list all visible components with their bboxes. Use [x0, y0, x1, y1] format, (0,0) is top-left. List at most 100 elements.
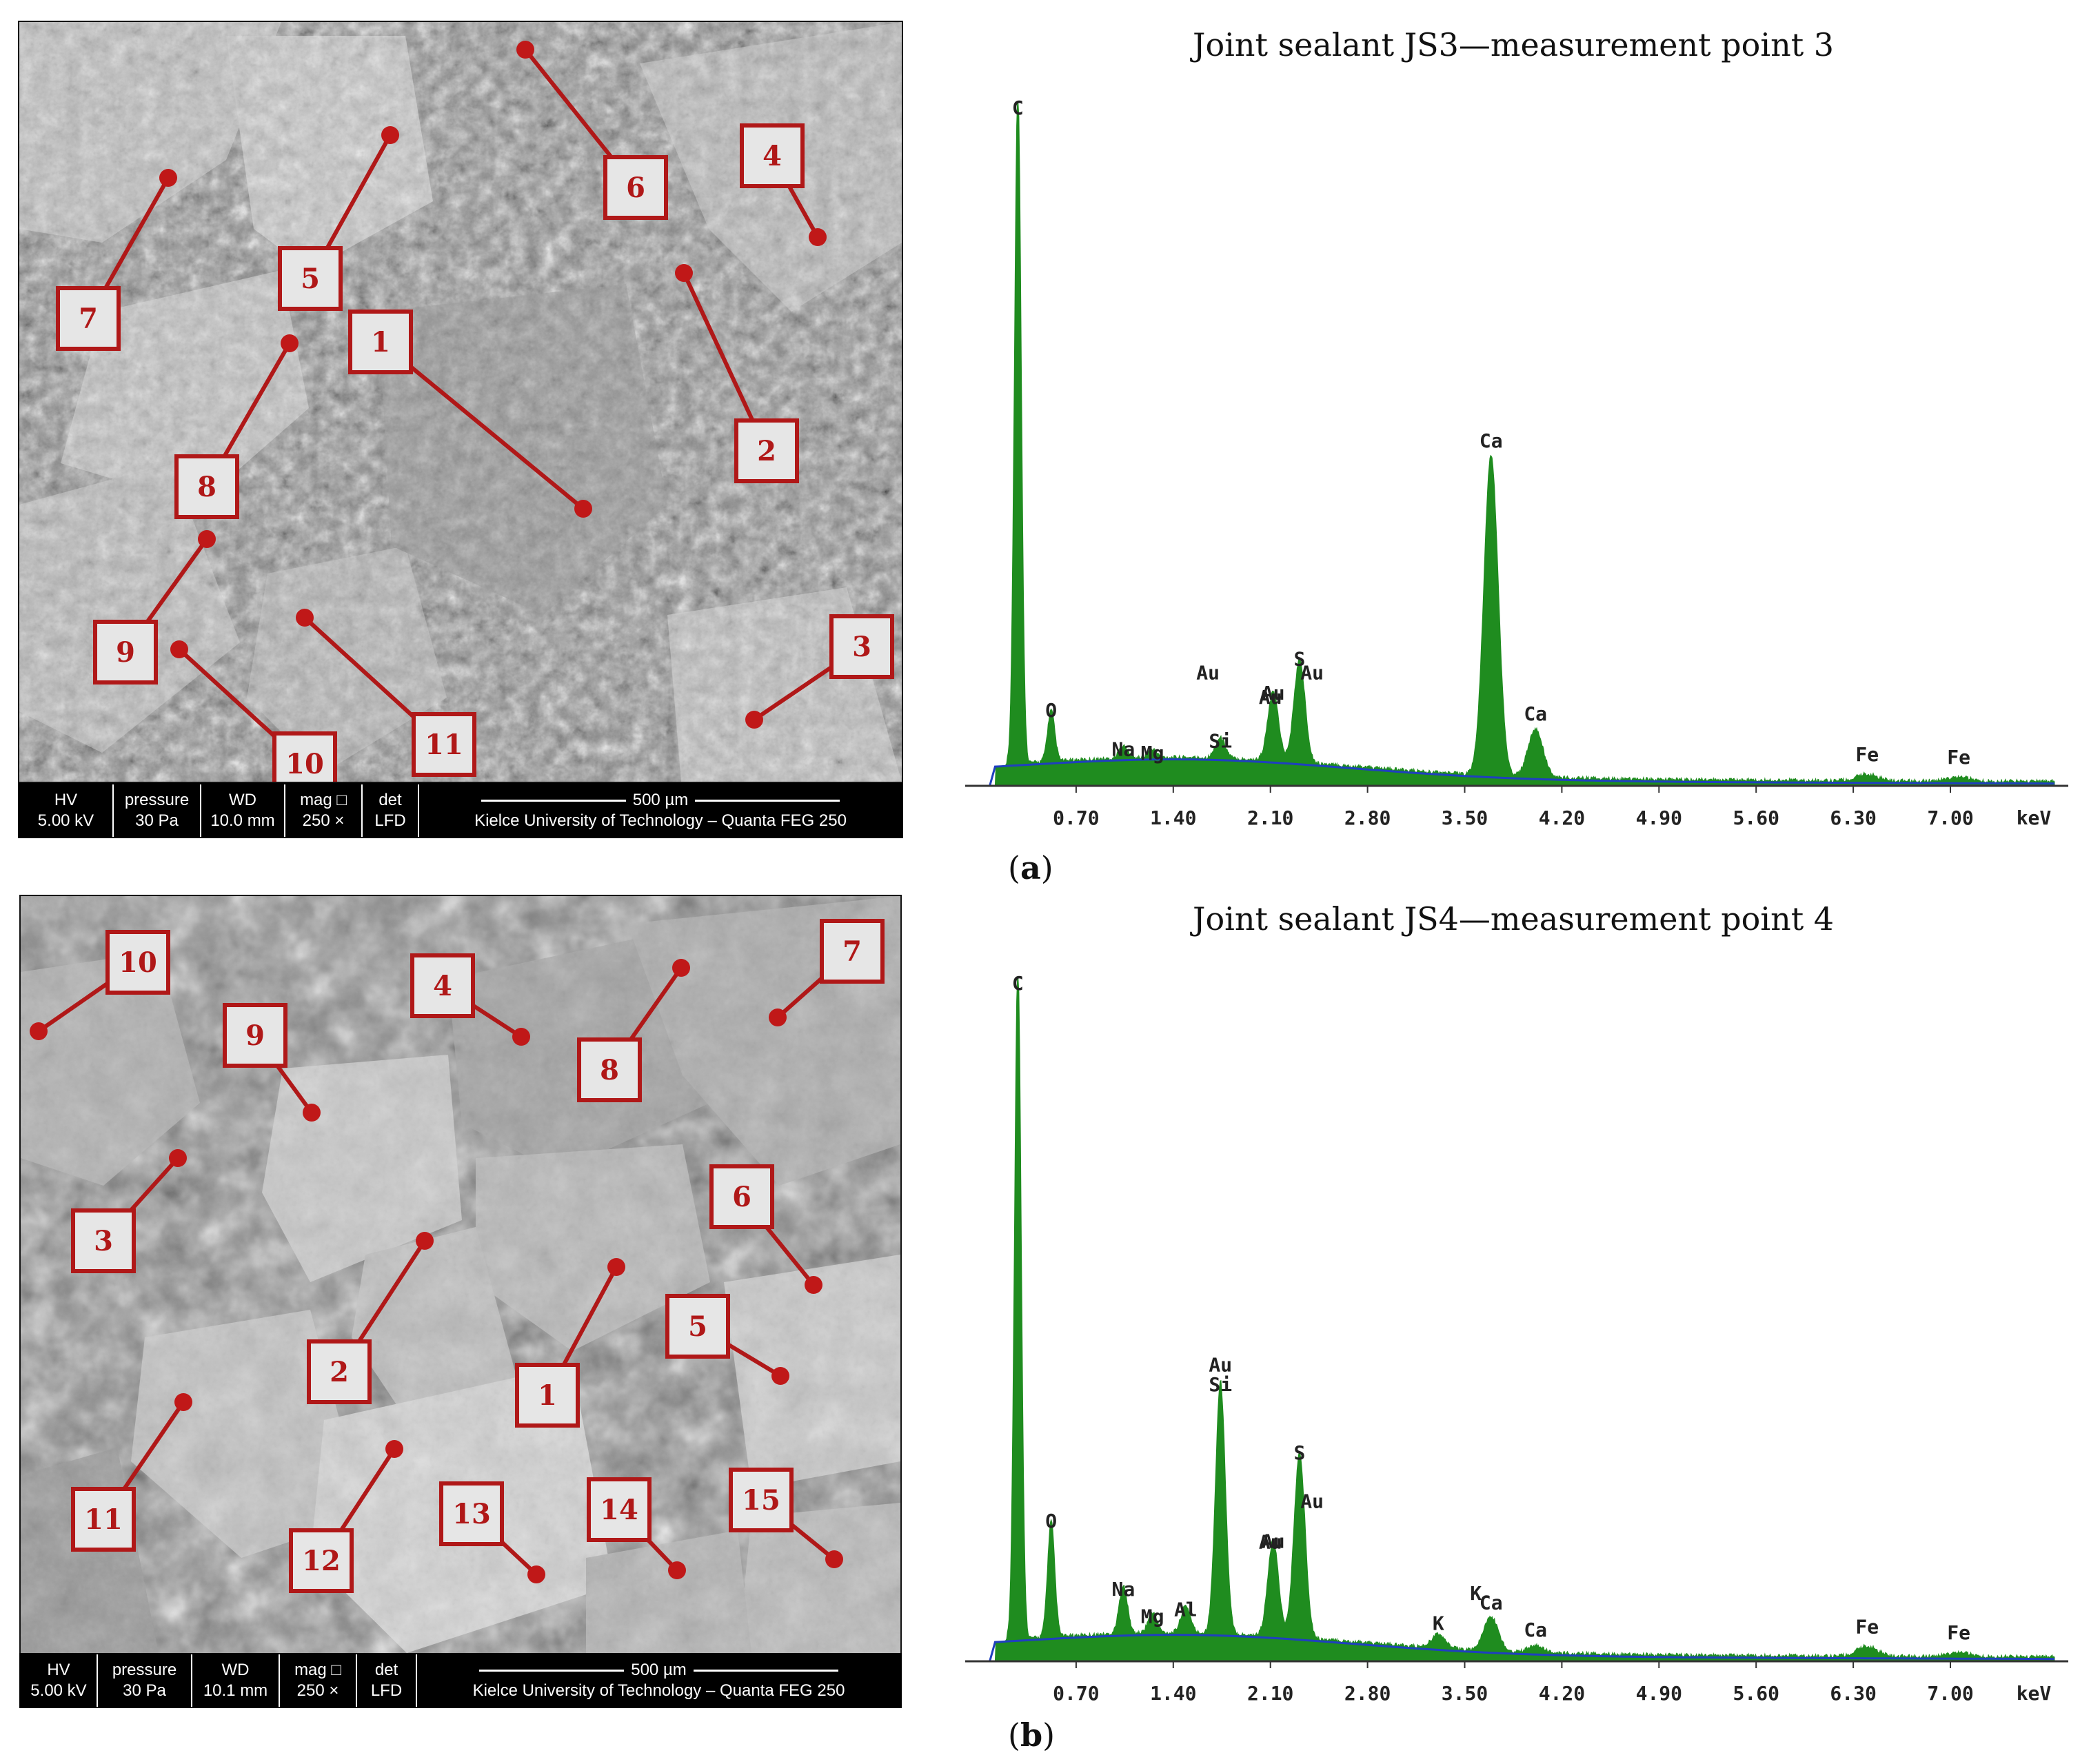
measurement-point-dot	[159, 169, 177, 187]
peak-label: Na	[1111, 738, 1135, 760]
hv-label: HV	[47, 1661, 70, 1679]
x-axis-label: keV	[2017, 807, 2052, 829]
spectrum-area	[979, 103, 2055, 787]
measurement-point-dot	[574, 500, 592, 518]
measurement-point-label: 4	[433, 970, 452, 1002]
measurement-point-box	[729, 1468, 794, 1532]
x-tick-label: 2.10	[1247, 807, 1293, 829]
measurement-point-dot	[381, 126, 399, 144]
panel-label-a-letter: a	[1020, 849, 1041, 886]
mag-label: mag □	[300, 791, 347, 809]
measurement-point-dot	[296, 609, 314, 627]
sem-info-bar-a: HV 5.00 kV pressure 30 Pa WD 10.0 mm mag □ 2…	[18, 783, 903, 838]
peak-label: Au	[1262, 1530, 1285, 1553]
measurement-point-dot	[771, 1367, 789, 1385]
measurement-point-dot	[745, 711, 763, 729]
x-tick-label: 5.60	[1733, 1682, 1779, 1705]
peak-label: Fe	[1855, 743, 1879, 766]
spectrum-area	[979, 978, 2055, 1662]
measurement-point-box	[709, 1164, 774, 1229]
measurement-point-dot	[169, 1149, 187, 1167]
peak-label: Au	[1262, 682, 1285, 704]
measurement-point-label: 1	[538, 1379, 557, 1412]
x-tick-label: 4.20	[1539, 1682, 1585, 1705]
measurement-point-box	[577, 1037, 642, 1102]
sem-image-a: 1 2 3 4 5 6 7 8 9 10 11	[18, 21, 903, 783]
x-tick-label: 2.80	[1344, 807, 1391, 829]
measurement-point-box	[820, 919, 885, 984]
x-tick-label: 2.10	[1247, 1682, 1293, 1705]
det-label: det	[374, 1661, 398, 1679]
measurement-point-box	[93, 620, 158, 685]
measurement-point-label: 11	[425, 729, 463, 761]
pressure-cell: pressure 30 Pa	[98, 1654, 192, 1707]
measurement-point-label: 2	[757, 435, 776, 467]
measurement-point-dot	[281, 334, 299, 352]
wd-cell: WD 10.1 mm	[192, 1654, 280, 1707]
spectrum-chart-b: 0.70 1.40 2.10 2.80 3.50 4.20 4.90 5.60 6.30 7.00…	[965, 972, 2068, 1705]
peak-label: Fe	[1855, 1615, 1879, 1638]
pressure-label: pressure	[112, 1661, 177, 1679]
peak-label: Ca	[1524, 702, 1547, 725]
sem-info-bar-b: HV 5.00 kV pressure 30 Pa WD 10.1 mm mag □ 2…	[19, 1653, 902, 1708]
measurement-point-box	[71, 1487, 136, 1552]
measurement-point-dot	[198, 530, 216, 548]
callout-leader-line	[379, 340, 585, 511]
measurement-point-box	[289, 1528, 354, 1593]
peak-label: C	[1012, 972, 1024, 995]
measurement-point-label: 11	[84, 1503, 123, 1536]
x-tick-label: 6.30	[1830, 807, 1876, 829]
measurement-point-label: 3	[94, 1225, 113, 1257]
panel-label-a-close: )	[1040, 849, 1053, 886]
measurement-point-dot	[416, 1232, 434, 1250]
measurement-point-box	[71, 1208, 136, 1273]
measurement-point-box	[348, 310, 413, 374]
scale-value: 500 µm	[631, 1661, 687, 1679]
measurement-point-dot	[516, 41, 534, 59]
measurement-point-dot	[303, 1104, 321, 1122]
measurement-point-dot	[805, 1276, 822, 1294]
measurement-point-box	[740, 123, 805, 188]
x-tick-label: 3.50	[1442, 1682, 1488, 1705]
measurement-point-label: 9	[245, 1020, 265, 1052]
measurement-point-dot	[607, 1258, 625, 1276]
measurement-point-dot	[672, 959, 690, 977]
measurement-point-dot	[825, 1550, 843, 1568]
measurement-point-dot	[170, 640, 188, 658]
peak-label: Au	[1259, 686, 1282, 709]
measurement-point-box	[515, 1363, 580, 1428]
scale-bar: 500 µm	[481, 790, 840, 811]
wd-value: 10.0 mm	[210, 811, 275, 830]
institution: Kielce University of Technology – Quanta…	[472, 1681, 845, 1700]
mag-cell: mag □ 250 ×	[285, 784, 363, 837]
measurement-point-label: 14	[600, 1494, 638, 1526]
measurement-point-box	[174, 454, 239, 519]
measurement-point-box	[272, 731, 337, 782]
peak-label: Ca	[1480, 429, 1503, 452]
scale-cell: 500 µm Kielce University of Technology –…	[419, 784, 902, 837]
x-tick-label: 5.60	[1733, 807, 1779, 829]
measurement-point-box	[587, 1477, 652, 1542]
panel-label-a-open: (	[1008, 849, 1020, 886]
x-axis-label: keV	[2017, 1682, 2052, 1705]
pressure-label: pressure	[124, 791, 190, 809]
mag-value: 250 ×	[296, 1681, 339, 1700]
measurement-point-box	[603, 155, 668, 220]
measurement-point-label: 10	[285, 748, 324, 780]
measurement-point-dot	[769, 1008, 787, 1026]
measurement-point-dot	[30, 1022, 48, 1040]
measurement-point-label: 5	[301, 263, 320, 295]
peak-label: Si	[1209, 1373, 1232, 1396]
measurement-point-label: 8	[197, 471, 216, 503]
measurement-point-dot	[512, 1028, 530, 1046]
x-tick-label: 7.00	[1927, 1682, 1973, 1705]
scale-line-left	[479, 1669, 625, 1672]
peak-label: Au	[1209, 1353, 1232, 1376]
hv-value: 5.00 kV	[30, 1681, 87, 1700]
measurement-point-label: 9	[116, 636, 135, 669]
measurement-point-box	[307, 1339, 372, 1404]
measurement-point-box	[410, 953, 475, 1018]
det-label: det	[378, 791, 402, 809]
measurement-point-box	[412, 712, 476, 777]
peak-label: S	[1294, 648, 1306, 671]
